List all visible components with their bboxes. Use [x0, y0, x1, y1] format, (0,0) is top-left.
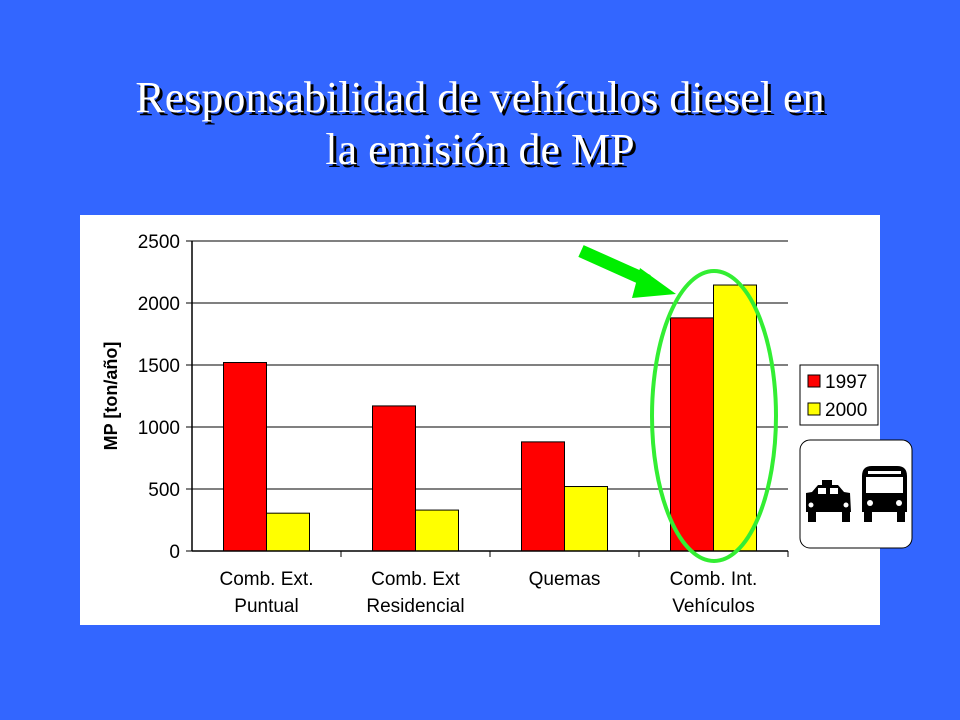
- bar-2000-cat2: [415, 509, 459, 552]
- legend-swatch-1997: [807, 374, 821, 388]
- y-tick-label: 1000: [138, 418, 180, 439]
- category-label: Residencial: [366, 596, 464, 617]
- y-tick-label: 2500: [138, 232, 180, 253]
- highlight-arrow: [578, 245, 676, 298]
- bar-1997-cat4: [670, 317, 714, 552]
- bus-icon: [862, 466, 907, 522]
- category-label: Comb. Ext.: [220, 569, 314, 590]
- category-label: Comb. Int.: [670, 569, 758, 590]
- highlight-ellipse: [650, 269, 778, 563]
- legend: 1997 2000: [799, 364, 879, 426]
- category-label: Vehículos: [672, 596, 754, 617]
- y-tick-label: 500: [148, 480, 180, 501]
- bar-2000-cat4: [713, 284, 757, 552]
- bar-1997-cat2: [372, 405, 416, 552]
- title-line-1: Responsabilidad de vehículos diesel en: [135, 73, 825, 122]
- y-tick-label: 1500: [138, 356, 180, 377]
- bars: [223, 284, 757, 552]
- slide-title: Responsabilidad de vehículos diesel en l…: [0, 72, 960, 176]
- legend-label-2000: 2000: [825, 400, 867, 421]
- taxi-and-bus-icon: [799, 439, 913, 549]
- y-axis-ticks: 0 500 1000 1500 2000 2500: [138, 232, 192, 563]
- bar-1997-cat3: [521, 441, 565, 552]
- taxi-icon: [806, 480, 851, 522]
- bar-1997-cat1: [223, 362, 267, 552]
- category-labels: Comb. Ext. Puntual Comb. Ext Residencial Que…: [220, 569, 758, 617]
- y-tick-label: 0: [169, 542, 180, 563]
- legend-label-1997: 1997: [825, 372, 867, 393]
- category-label: Comb. Ext: [371, 569, 460, 590]
- category-label: Puntual: [234, 596, 298, 617]
- category-label: Quemas: [529, 569, 601, 590]
- title-line-2: la emisión de MP: [325, 125, 635, 174]
- y-axis-label: MP [ton/año]: [101, 342, 121, 451]
- legend-swatch-2000: [807, 402, 821, 416]
- bar-2000-cat3: [564, 486, 608, 552]
- y-tick-label: 2000: [138, 294, 180, 315]
- bar-2000-cat1: [266, 512, 310, 552]
